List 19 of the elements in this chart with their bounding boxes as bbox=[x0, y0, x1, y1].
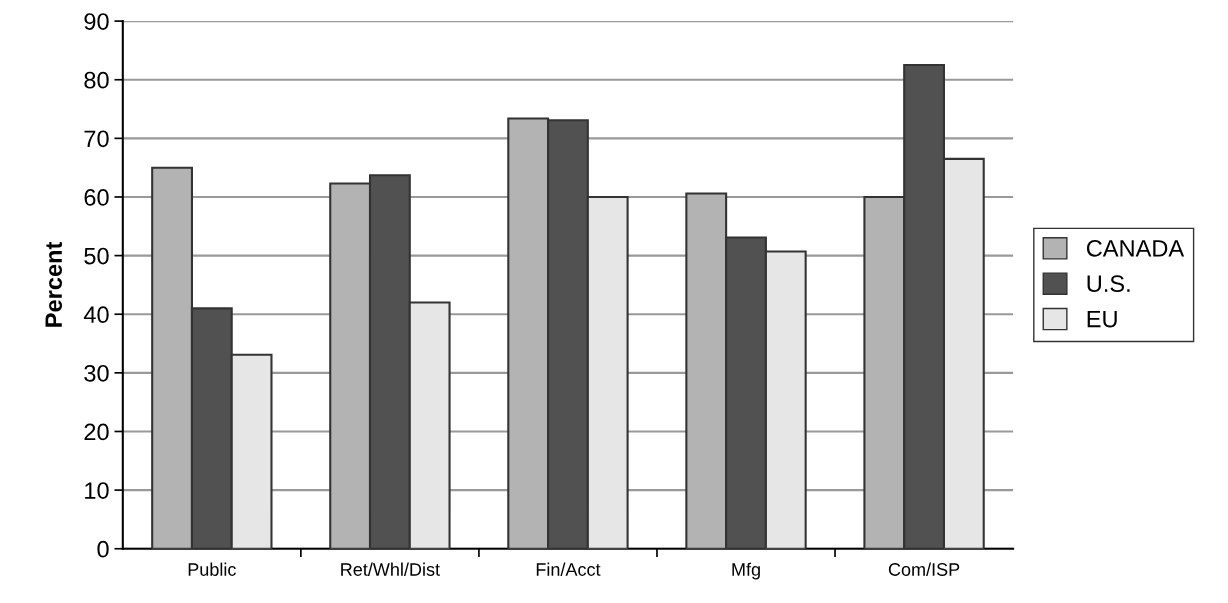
x-tick-label: Public bbox=[188, 562, 236, 576]
y-tick-label: 0 bbox=[97, 540, 109, 558]
y-axis-title: Percent bbox=[45, 241, 63, 327]
y-tick-label: 70 bbox=[84, 130, 109, 148]
x-tick-label: Fin/Acct bbox=[536, 562, 601, 576]
y-tick-label: 30 bbox=[84, 364, 109, 382]
y-tick-label: 20 bbox=[84, 423, 109, 441]
y-tick-label: 40 bbox=[83, 306, 109, 324]
legend-label: U.S. bbox=[1087, 275, 1130, 293]
y-tick-label: 50 bbox=[84, 247, 109, 265]
legend-label: EU bbox=[1087, 310, 1117, 328]
x-tick-label: Ret/Whl/Dist bbox=[341, 562, 440, 576]
legend-label: CANADA bbox=[1086, 239, 1185, 257]
y-tick-label: 80 bbox=[84, 71, 109, 89]
x-tick-label: Com/ISP bbox=[888, 562, 960, 576]
y-tick-label: 90 bbox=[84, 13, 109, 30]
y-tick-label: 10 bbox=[85, 482, 109, 499]
x-tick-label: Mfg bbox=[732, 562, 760, 580]
y-tick-label: 60 bbox=[84, 189, 109, 206]
